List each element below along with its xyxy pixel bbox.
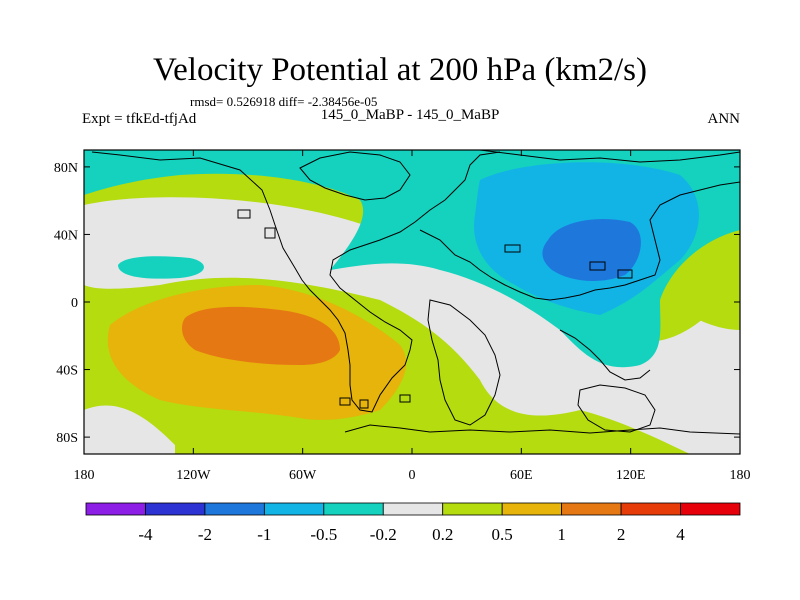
coastline-islands-asia xyxy=(504,244,633,279)
colorbar-label: -2 xyxy=(198,525,212,544)
y-tick-label: 80N xyxy=(54,161,78,176)
fill-near-zero xyxy=(84,197,740,454)
case-label: 145_0_MaBP - 145_0_MaBP xyxy=(320,107,500,123)
colorbar-label: 4 xyxy=(676,525,685,544)
y-tick-label: 40N xyxy=(54,228,78,243)
x-tick-label: 120E xyxy=(616,468,646,483)
colorbar-swatch xyxy=(680,502,741,516)
x-tick-label: 180 xyxy=(730,468,751,483)
fill-negative-core xyxy=(542,219,641,282)
colorbar-swatch xyxy=(323,502,384,516)
chart-title: Velocity Potential at 200 hPa (km2/s) xyxy=(152,52,648,88)
x-axis: 180 120W 60W 0 60E 120E 180 xyxy=(74,150,751,483)
coastline-australia xyxy=(577,384,656,433)
colorbar-label: 1 xyxy=(557,525,566,544)
colorbar-label: -4 xyxy=(138,525,153,544)
fill-positive-far-south xyxy=(84,405,175,454)
experiment-label: Expt = tfkEd-tfjAd xyxy=(82,111,197,127)
fill-negative-pacific-cell xyxy=(118,256,204,279)
coastline-arctic xyxy=(479,150,740,163)
stats-label: rmsd= 0.526918 diff= -2.38456e-05 xyxy=(190,94,378,109)
colorbar-label: 0.2 xyxy=(432,525,453,544)
colorbar-swatch xyxy=(620,502,681,516)
coastline-africa xyxy=(427,299,501,426)
coastline-americas xyxy=(91,151,501,413)
x-tick-label: 0 xyxy=(409,468,416,483)
coastline-islands-atlantic xyxy=(339,394,411,409)
colorbar-swatch xyxy=(263,502,325,516)
colorbar-swatch xyxy=(442,502,503,516)
season-label: ANN xyxy=(707,111,741,127)
colorbar-swatch xyxy=(204,502,265,516)
coastline-southeast-asia xyxy=(559,329,651,381)
colorbar-swatch xyxy=(145,502,206,516)
x-tick-label: 120W xyxy=(176,468,211,483)
x-tick-label: 180 xyxy=(74,468,95,483)
y-tick-label: 0 xyxy=(71,296,78,311)
colorbar-label: 2 xyxy=(617,525,626,544)
coastline-eurasia xyxy=(419,181,740,301)
colorbar-label: -1 xyxy=(257,525,271,544)
y-axis: 80N 40N 0 40S 80S xyxy=(54,161,740,446)
fill-near-zero-pacific-gap xyxy=(670,272,740,330)
x-tick-label: 60E xyxy=(510,468,533,483)
coastline-northeast-asia xyxy=(237,209,276,239)
y-tick-label: 40S xyxy=(56,364,78,379)
colorbar-label: -0.5 xyxy=(310,525,337,544)
colorbar-swatch xyxy=(501,502,563,516)
colorbar-swatch xyxy=(561,502,622,516)
fill-positive-core xyxy=(182,306,340,365)
colorbar-swatch xyxy=(85,502,146,516)
coastline-greenland xyxy=(299,151,411,201)
y-tick-label: 80S xyxy=(56,431,78,446)
contour-fills xyxy=(84,150,740,454)
colorbar: -4 -2 -1 -0.5 -0.2 0.2 0.5 1 2 4 xyxy=(85,502,741,544)
colorbar-swatch xyxy=(382,502,444,516)
colorbar-label: 0.5 xyxy=(492,525,513,544)
coastlines xyxy=(91,150,740,435)
x-tick-label: 60W xyxy=(289,468,317,483)
colorbar-label: -0.2 xyxy=(370,525,397,544)
coastline-antarctica xyxy=(344,424,740,435)
